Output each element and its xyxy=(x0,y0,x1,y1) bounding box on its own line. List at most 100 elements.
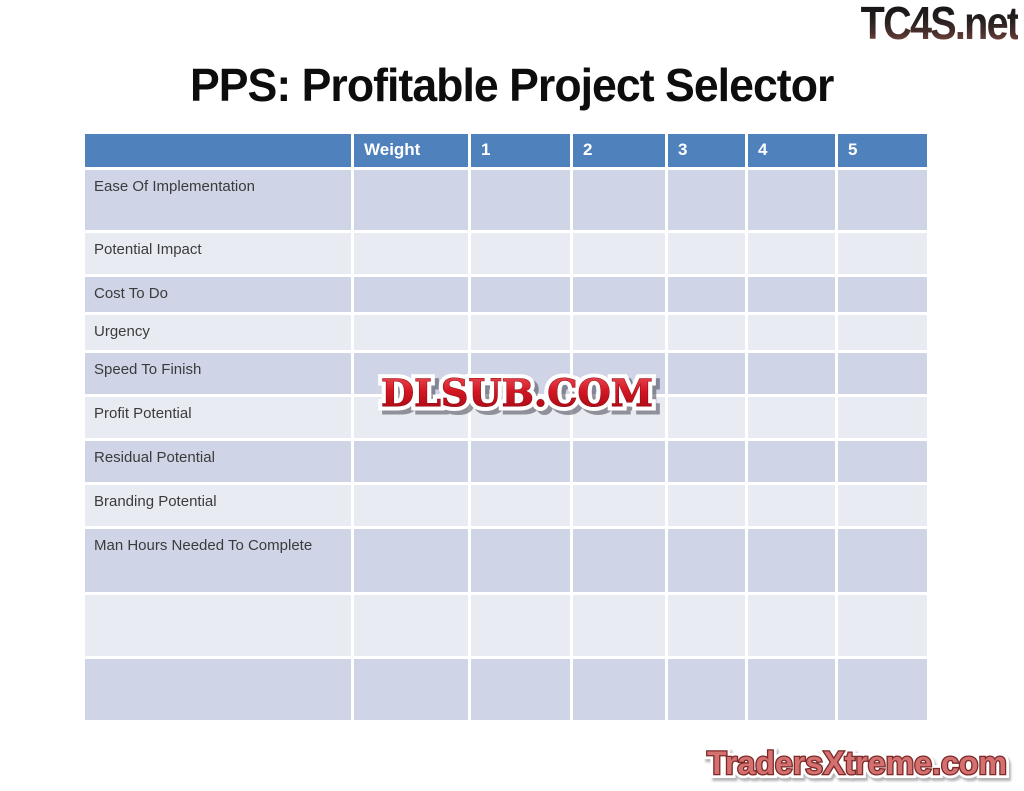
score-cell xyxy=(354,659,471,723)
table-row: Profit Potential xyxy=(85,397,930,441)
score-cell xyxy=(838,315,930,353)
dlsub-watermark: DLSUB.COM DLSUB.COM xyxy=(377,367,658,420)
header-cell-4: 4 xyxy=(748,134,838,170)
score-cell xyxy=(573,485,668,529)
score-cell xyxy=(668,485,748,529)
score-cell xyxy=(838,485,930,529)
row-label: Residual Potential xyxy=(85,441,354,485)
score-cell xyxy=(748,315,838,353)
score-cell xyxy=(354,441,471,485)
row-label: Profit Potential xyxy=(85,397,354,441)
header-cell-1: 1 xyxy=(471,134,573,170)
score-cell xyxy=(668,397,748,441)
score-cell xyxy=(471,353,573,397)
score-cell xyxy=(573,595,668,659)
score-cell xyxy=(354,529,471,595)
score-cell xyxy=(838,595,930,659)
header-cell-3: 3 xyxy=(668,134,748,170)
score-cell xyxy=(471,441,573,485)
score-cell xyxy=(471,170,573,233)
page-title: PPS: Profitable Project Selector xyxy=(190,59,834,111)
table-row: Ease Of Implementation xyxy=(85,170,930,233)
score-cell xyxy=(748,277,838,315)
table-row: Potential Impact xyxy=(85,233,930,277)
table-row xyxy=(85,595,930,659)
score-cell xyxy=(354,485,471,529)
score-cell xyxy=(573,397,668,441)
score-cell xyxy=(471,315,573,353)
score-cell xyxy=(668,233,748,277)
score-cell xyxy=(668,529,748,595)
score-cell xyxy=(354,170,471,233)
row-label: Branding Potential xyxy=(85,485,354,529)
score-cell xyxy=(573,353,668,397)
table-row: Residual Potential xyxy=(85,441,930,485)
score-cell xyxy=(668,353,748,397)
score-cell xyxy=(668,170,748,233)
score-cell xyxy=(838,529,930,595)
score-cell xyxy=(748,529,838,595)
row-label: Cost To Do xyxy=(85,277,354,315)
score-cell xyxy=(354,277,471,315)
header-cell-weight: Weight xyxy=(354,134,471,170)
score-cell xyxy=(573,529,668,595)
header-cell-5: 5 xyxy=(838,134,930,170)
row-label: Speed To Finish xyxy=(85,353,354,397)
score-cell xyxy=(471,485,573,529)
score-cell xyxy=(471,529,573,595)
row-label: Ease Of Implementation xyxy=(85,170,354,233)
score-cell xyxy=(748,233,838,277)
score-cell xyxy=(748,170,838,233)
score-cell xyxy=(354,353,471,397)
dlsub-watermark-text: DLSUB.COM xyxy=(381,371,653,415)
score-cell xyxy=(668,441,748,485)
score-cell xyxy=(838,397,930,441)
row-label: Man Hours Needed To Complete xyxy=(85,529,354,595)
score-cell xyxy=(573,659,668,723)
score-cell xyxy=(471,659,573,723)
row-label: Potential Impact xyxy=(85,233,354,277)
score-cell xyxy=(354,397,471,441)
score-cell xyxy=(838,441,930,485)
title-container: PPS: Profitable Project Selector xyxy=(0,58,1024,112)
score-cell xyxy=(838,277,930,315)
score-cell xyxy=(354,595,471,659)
score-cell xyxy=(668,595,748,659)
row-label: Urgency xyxy=(85,315,354,353)
tradersxtreme-logo-text: TradersXtreme.com xyxy=(707,745,1007,781)
score-cell xyxy=(668,315,748,353)
score-cell xyxy=(471,277,573,315)
tc4s-logo: TC4S.net xyxy=(860,0,1019,50)
table-row: Speed To Finish xyxy=(85,353,930,397)
table-row: Urgency xyxy=(85,315,930,353)
score-cell xyxy=(668,277,748,315)
tradersxtreme-logo: TradersXtreme.com TradersXtreme.com xyxy=(703,741,1011,785)
score-cell xyxy=(748,353,838,397)
header-cell-2: 2 xyxy=(573,134,668,170)
score-cell xyxy=(748,659,838,723)
dlsub-watermark-outline: DLSUB.COM xyxy=(381,371,653,415)
score-cell xyxy=(838,233,930,277)
score-cell xyxy=(668,659,748,723)
score-cell xyxy=(838,659,930,723)
score-cell xyxy=(573,315,668,353)
score-cell xyxy=(573,233,668,277)
score-cell xyxy=(471,595,573,659)
score-cell xyxy=(838,353,930,397)
score-cell xyxy=(573,277,668,315)
score-cell xyxy=(354,315,471,353)
tradersxtreme-logo-outline: TradersXtreme.com xyxy=(707,745,1007,781)
table-header-row: Weight 1 2 3 4 5 xyxy=(85,134,930,170)
score-cell xyxy=(354,233,471,277)
score-cell xyxy=(471,233,573,277)
score-cell xyxy=(748,485,838,529)
header-cell-blank xyxy=(85,134,354,170)
row-label xyxy=(85,595,354,659)
table-row: Man Hours Needed To Complete xyxy=(85,529,930,595)
score-cell xyxy=(748,595,838,659)
table-row: Branding Potential xyxy=(85,485,930,529)
score-cell xyxy=(573,441,668,485)
score-cell xyxy=(573,170,668,233)
table-row xyxy=(85,659,930,723)
row-label xyxy=(85,659,354,723)
